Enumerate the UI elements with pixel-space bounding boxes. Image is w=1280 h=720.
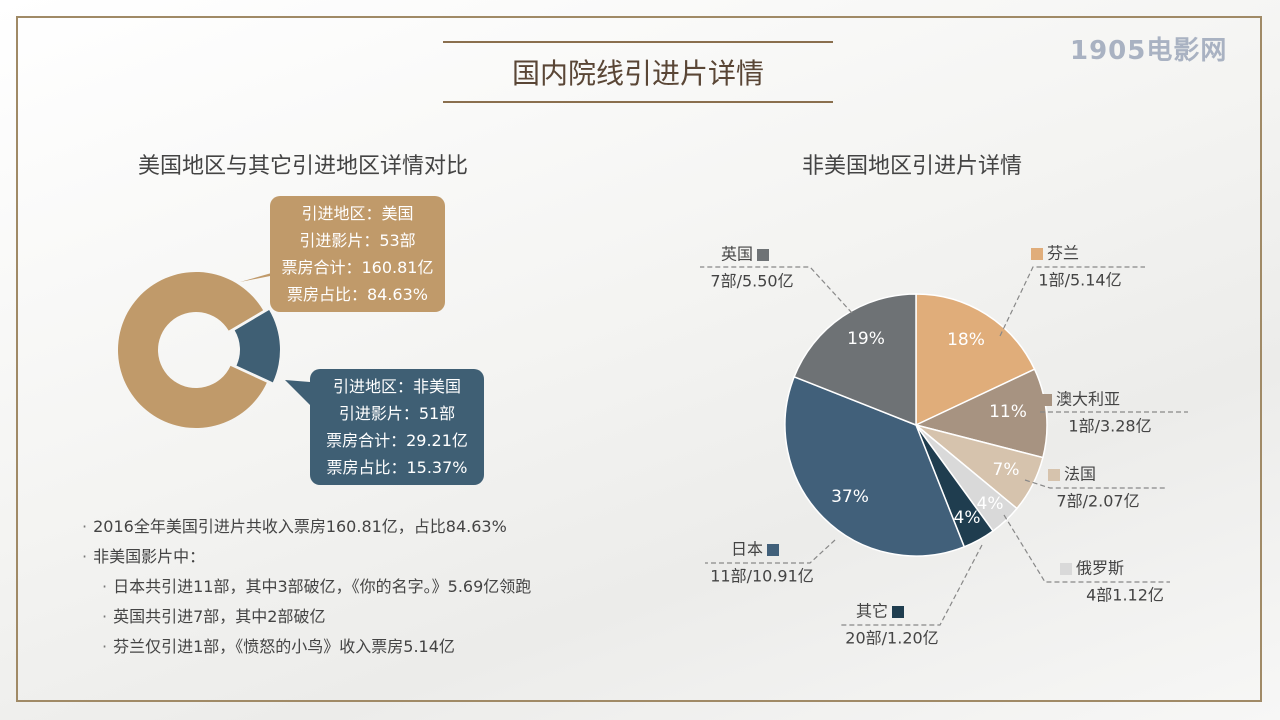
- donut-chart: [117, 272, 280, 428]
- legend-swatch: [767, 544, 779, 556]
- pie-percent-label: 7%: [993, 460, 1020, 480]
- pie-percent-label: 37%: [831, 487, 869, 507]
- pie-category-label: 日本: [731, 540, 763, 559]
- bubble-us-line: 引进地区：美国: [301, 204, 414, 223]
- bubble-us-line: 引进影片：53部: [299, 231, 416, 250]
- pie-slice: [915, 293, 1036, 427]
- legend-swatch: [1031, 248, 1043, 260]
- pie-category-label: 英国: [721, 245, 753, 264]
- pie-leader-line: [1024, 479, 1165, 489]
- pie-leader-line: [999, 266, 1145, 337]
- bubble-us-line: 票房占比：84.63%: [286, 285, 428, 304]
- legend-swatch: [1060, 563, 1072, 575]
- page-title: 国内院线引进片详情: [511, 57, 764, 90]
- pie-leader-line: [840, 544, 983, 626]
- pie-slice: [793, 293, 917, 427]
- donut-slice-us: [117, 272, 267, 428]
- pie-leader-line: [705, 539, 836, 564]
- pie-leader-line: [700, 266, 853, 314]
- bubble-us-line: 票房合计：160.81亿: [281, 258, 434, 277]
- pie-category-label: 芬兰: [1047, 244, 1079, 263]
- legend-swatch: [892, 606, 904, 618]
- pie-percent-label: 4%: [977, 494, 1004, 514]
- pie-category-label: 澳大利亚: [1056, 390, 1120, 409]
- notes-list: · 2016全年美国引进片共收入票房160.81亿，占比84.63% · 非美国影片…: [82, 514, 531, 664]
- pie-value-label: 7部/2.07亿: [1056, 492, 1139, 511]
- pie-value-label: 1部/3.28亿: [1068, 417, 1151, 436]
- donut-slice-non-us: [234, 309, 280, 383]
- pie-percent-label: 11%: [989, 402, 1027, 422]
- pie-value-label: 4部1.12亿: [1086, 586, 1164, 605]
- note-item: · 2016全年美国引进片共收入票房160.81亿，占比84.63%: [82, 517, 507, 536]
- legend-swatch: [1040, 394, 1052, 406]
- bubble-us: 引进地区：美国 引进影片：53部 票房合计：160.81亿 票房占比：84.63…: [270, 196, 445, 312]
- title-rule-bottom: [443, 101, 833, 103]
- left-section-title: 美国地区与其它引进地区详情对比: [138, 154, 469, 179]
- note-item: · 芬兰仅引进1部，《愤怒的小鸟》收入票房5.14亿: [102, 637, 455, 656]
- note-item: · 日本共引进11部，其中3部破亿，《你的名字。》5.69亿领跑: [102, 577, 532, 596]
- pie-percent-label: 19%: [847, 329, 885, 349]
- pie-value-label: 20部/1.20亿: [845, 629, 938, 648]
- pie-percent-label: 18%: [947, 330, 985, 350]
- bubble-non-us-line: 票房占比：15.37%: [326, 458, 468, 477]
- bubble-non-us: 引进地区：非美国 引进影片：51部 票房合计：29.21亿 票房占比：15.37…: [310, 369, 484, 485]
- title-rule-top: [443, 41, 833, 43]
- bubble-non-us-line: 票房合计：29.21亿: [326, 431, 468, 450]
- page-frame: [16, 16, 1262, 702]
- pie-value-label: 1部/5.14亿: [1038, 271, 1121, 290]
- logo-watermark: 1905电影网: [1070, 36, 1228, 66]
- note-item: · 英国共引进7部，其中2部破亿: [102, 607, 326, 626]
- pie-category-label: 其它: [856, 602, 888, 621]
- pie-chart: 18% 11% 7% 4%4% 37% 19%: [784, 293, 1048, 557]
- legend-swatch: [1048, 469, 1060, 481]
- pie-leader-line: [1003, 514, 1170, 583]
- pie-slice: [913, 368, 1048, 459]
- pie-slice: [784, 375, 966, 557]
- pie-percent-label: 4%: [954, 508, 981, 528]
- note-item: · 非美国影片中：: [82, 547, 206, 566]
- legend-swatch: [757, 249, 769, 261]
- pie-category-label: 俄罗斯: [1076, 559, 1124, 578]
- bubble-non-us-line: 引进地区：非美国: [332, 377, 461, 396]
- pie-value-label: 7部/5.50亿: [710, 272, 793, 291]
- pie-category-label: 法国: [1064, 465, 1096, 484]
- right-section-title: 非美国地区引进片详情: [802, 154, 1023, 179]
- pie-value-label: 11部/10.91亿: [710, 567, 814, 586]
- bubble-non-us-line: 引进影片：51部: [338, 404, 456, 423]
